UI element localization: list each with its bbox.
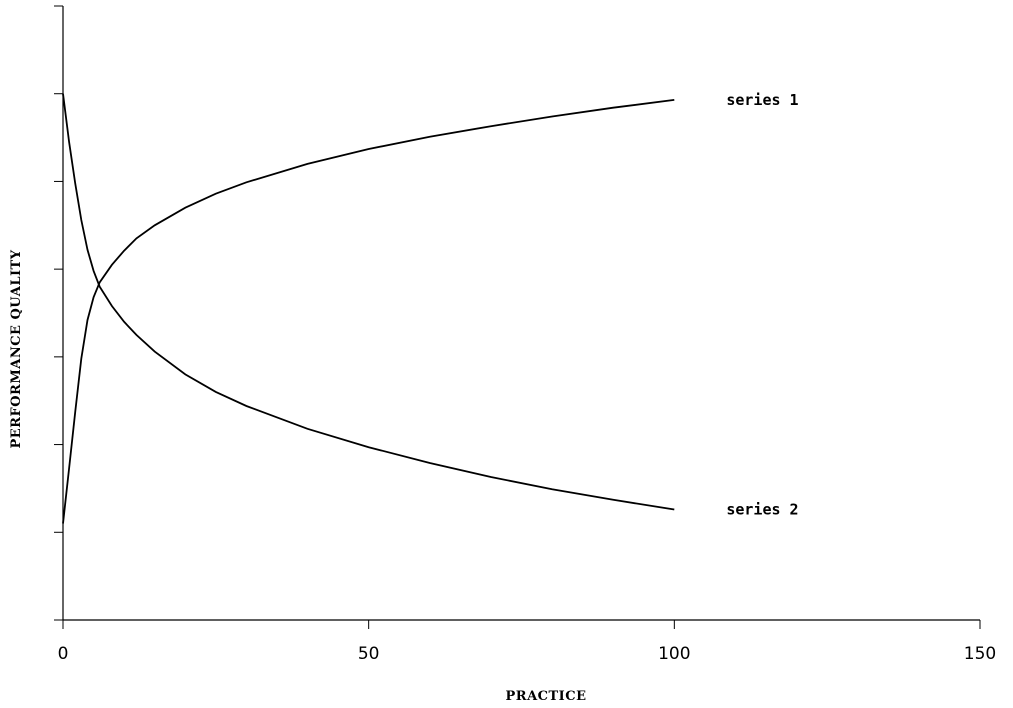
x-axis-ticks: 0 50 100 150 (58, 620, 996, 664)
series-label-1: series 1 (726, 91, 798, 109)
x-tick-label-3: 150 (964, 644, 996, 664)
x-tick-label-2: 100 (658, 644, 690, 664)
y-axis-ticks (54, 5, 63, 621)
x-tick-label-1: 50 (358, 644, 380, 664)
x-axis: 0 50 100 150 (58, 619, 996, 664)
series-label-2: series 2 (726, 500, 798, 518)
series-line-2 (62, 93, 675, 511)
y-axis-title: PERFORMANCE QUALITY (9, 249, 24, 448)
x-axis-title: PRACTICE (505, 689, 586, 704)
series-group: series 1 series 2 (62, 91, 799, 524)
series-line-1 (62, 99, 675, 524)
y-axis (54, 5, 64, 621)
x-tick-label-0: 0 (58, 644, 69, 664)
